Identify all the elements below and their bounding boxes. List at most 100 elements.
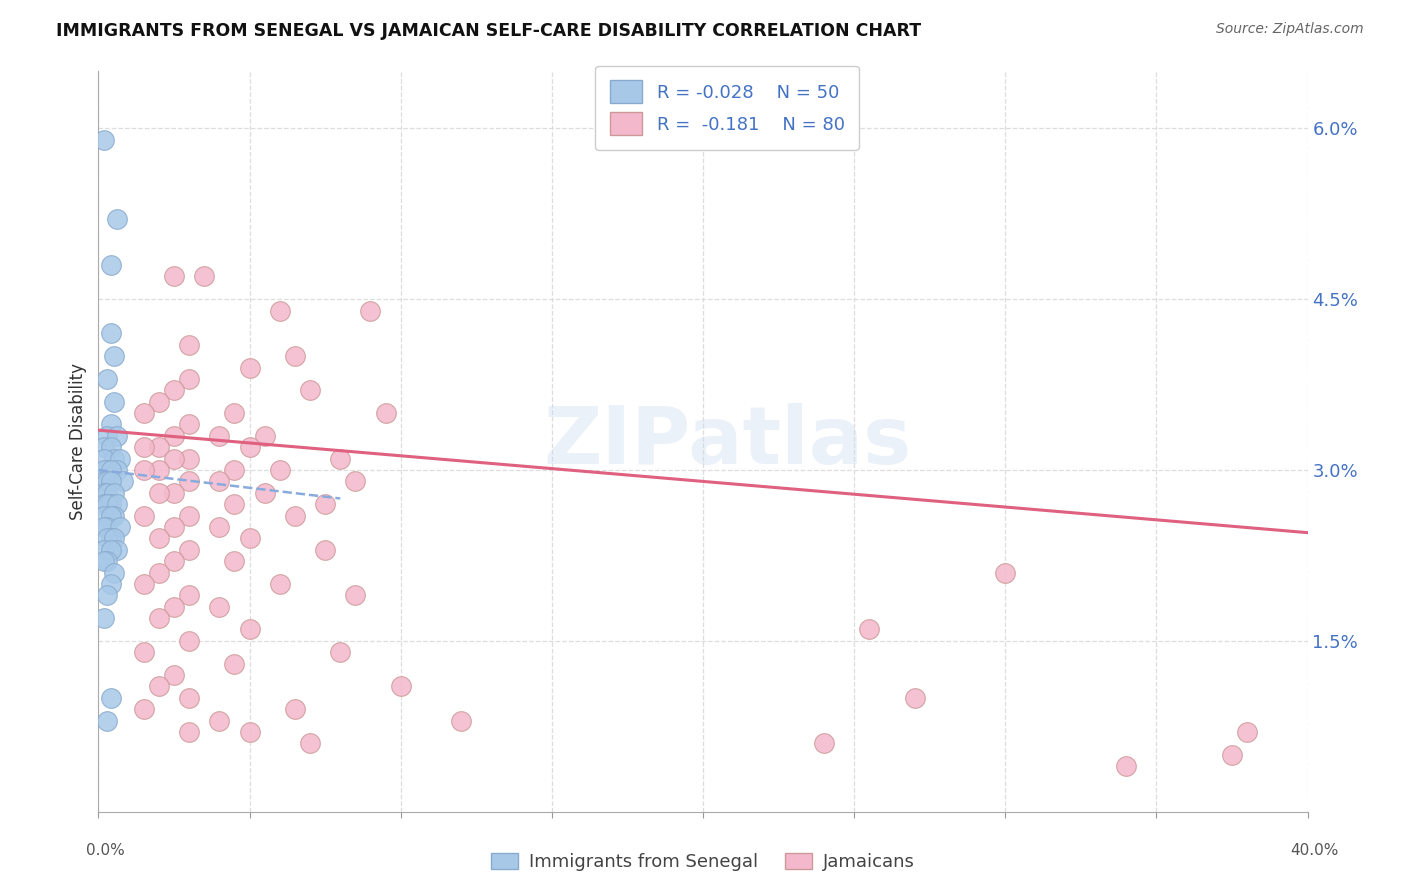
- Point: [904, 690, 927, 705]
- Point: [132, 577, 155, 591]
- Point: [132, 702, 155, 716]
- Point: [132, 440, 155, 454]
- Point: [93, 451, 115, 466]
- Point: [163, 384, 186, 398]
- Point: [96, 520, 118, 534]
- Point: [100, 532, 122, 546]
- Point: [208, 599, 231, 614]
- Point: [132, 508, 155, 523]
- Y-axis label: Self-Care Disability: Self-Care Disability: [69, 363, 87, 520]
- Text: 0.0%: 0.0%: [86, 843, 125, 858]
- Point: [163, 451, 186, 466]
- Point: [96, 485, 118, 500]
- Point: [148, 680, 170, 694]
- Point: [100, 508, 122, 523]
- Point: [389, 680, 412, 694]
- Point: [284, 702, 307, 716]
- Point: [93, 497, 115, 511]
- Point: [224, 463, 246, 477]
- Point: [239, 440, 262, 454]
- Point: [96, 497, 118, 511]
- Point: [163, 554, 186, 568]
- Point: [314, 542, 336, 557]
- Point: [103, 394, 125, 409]
- Point: [1236, 725, 1258, 739]
- Point: [100, 463, 122, 477]
- Point: [329, 451, 352, 466]
- Point: [269, 463, 291, 477]
- Point: [103, 451, 125, 466]
- Point: [284, 508, 307, 523]
- Point: [224, 657, 246, 671]
- Point: [299, 384, 322, 398]
- Text: Source: ZipAtlas.com: Source: ZipAtlas.com: [1216, 22, 1364, 37]
- Point: [93, 508, 115, 523]
- Point: [163, 599, 186, 614]
- Text: IMMIGRANTS FROM SENEGAL VS JAMAICAN SELF-CARE DISABILITY CORRELATION CHART: IMMIGRANTS FROM SENEGAL VS JAMAICAN SELF…: [56, 22, 921, 40]
- Point: [96, 714, 118, 728]
- Point: [105, 212, 128, 227]
- Point: [96, 475, 118, 489]
- Point: [93, 542, 115, 557]
- Point: [163, 520, 186, 534]
- Point: [179, 372, 201, 386]
- Point: [132, 463, 155, 477]
- Point: [93, 440, 115, 454]
- Point: [100, 417, 122, 432]
- Point: [329, 645, 352, 659]
- Point: [284, 349, 307, 363]
- Point: [96, 532, 118, 546]
- Point: [103, 508, 125, 523]
- Point: [858, 623, 880, 637]
- Point: [93, 611, 115, 625]
- Point: [93, 133, 115, 147]
- Point: [208, 429, 231, 443]
- Point: [93, 463, 115, 477]
- Point: [179, 475, 201, 489]
- Text: 40.0%: 40.0%: [1291, 843, 1339, 858]
- Point: [374, 406, 396, 420]
- Point: [96, 554, 118, 568]
- Point: [163, 485, 186, 500]
- Point: [103, 349, 125, 363]
- Point: [100, 475, 122, 489]
- Point: [208, 520, 231, 534]
- Point: [179, 451, 201, 466]
- Point: [111, 475, 134, 489]
- Point: [96, 372, 118, 386]
- Point: [299, 736, 322, 750]
- Point: [239, 623, 262, 637]
- Point: [179, 337, 201, 351]
- Point: [314, 497, 336, 511]
- Point: [269, 577, 291, 591]
- Point: [163, 429, 186, 443]
- Point: [239, 725, 262, 739]
- Point: [179, 588, 201, 602]
- Point: [344, 475, 367, 489]
- Point: [253, 485, 276, 500]
- Point: [179, 633, 201, 648]
- Point: [994, 566, 1017, 580]
- Point: [93, 485, 115, 500]
- Point: [179, 542, 201, 557]
- Point: [193, 269, 215, 284]
- Legend: R = -0.028    N = 50, R =  -0.181    N = 80: R = -0.028 N = 50, R = -0.181 N = 80: [595, 66, 859, 150]
- Point: [100, 497, 122, 511]
- Point: [813, 736, 835, 750]
- Point: [1115, 759, 1137, 773]
- Point: [103, 532, 125, 546]
- Point: [100, 690, 122, 705]
- Point: [163, 668, 186, 682]
- Point: [179, 725, 201, 739]
- Point: [179, 417, 201, 432]
- Point: [224, 406, 246, 420]
- Point: [148, 440, 170, 454]
- Point: [96, 429, 118, 443]
- Point: [105, 497, 128, 511]
- Point: [132, 645, 155, 659]
- Point: [103, 485, 125, 500]
- Point: [179, 508, 201, 523]
- Point: [450, 714, 472, 728]
- Point: [100, 542, 122, 557]
- Point: [105, 463, 128, 477]
